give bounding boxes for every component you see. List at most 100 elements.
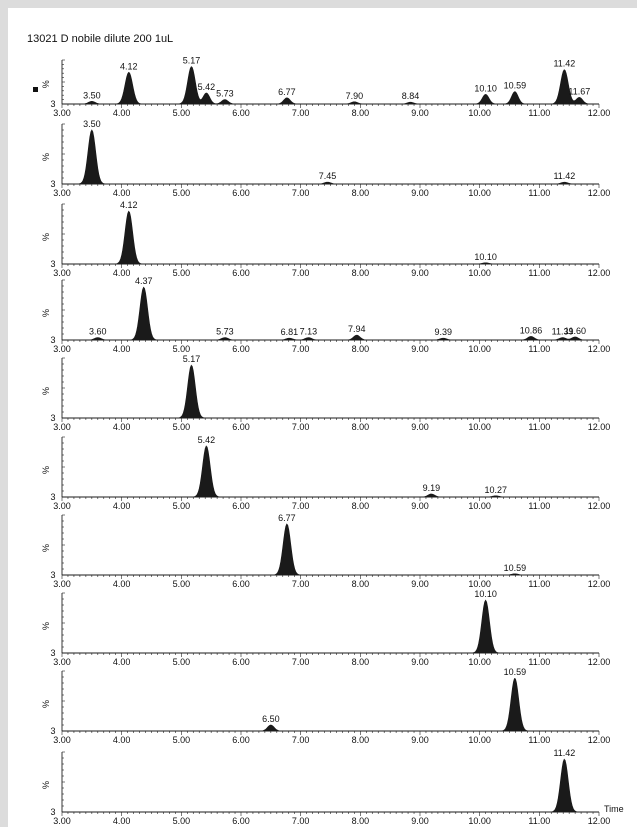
x-tick-label: 9.00 [411, 422, 429, 432]
y-min-label: 3 [50, 807, 55, 817]
y-axis-label: % [41, 387, 51, 395]
x-tick-label: 6.00 [232, 657, 250, 667]
x-tick-label: 3.00 [53, 579, 71, 589]
peak-label: 10.27 [485, 485, 508, 495]
trace-line [62, 758, 599, 813]
x-tick-label: 4.00 [113, 501, 131, 511]
x-tick-label: 7.00 [292, 422, 310, 432]
x-tick-label: 11.00 [528, 422, 550, 432]
peak-label: 10.59 [504, 667, 527, 677]
peak-label: 11.67 [568, 86, 590, 96]
x-tick-label: 9.00 [411, 657, 429, 667]
peak-label: 5.73 [216, 327, 234, 337]
x-tick-label: 10.00 [468, 501, 491, 511]
chromatogram-panel: 3.00 4.00 5.00 6.00 7.00 8.00 9.00 10.00 11.00 12… [41, 56, 610, 118]
x-tick-label: 7.00 [292, 108, 310, 118]
trace-line [62, 66, 599, 105]
trace-line [62, 286, 599, 341]
chromatogram-panel: 3.00 4.00 5.00 6.00 7.00 8.00 9.00 10.00 11.00 12… [41, 276, 610, 354]
x-tick-label: 8.00 [352, 579, 370, 589]
y-axis-label: % [41, 544, 51, 552]
x-tick-label: 8.00 [352, 422, 370, 432]
y-axis-label: % [41, 622, 51, 630]
x-tick-label: 3.00 [53, 188, 71, 198]
x-tick-label: 5.00 [173, 816, 191, 826]
x-tick-label: 6.00 [232, 579, 250, 589]
x-tick-label: 8.00 [352, 657, 370, 667]
y-min-label: 3 [50, 726, 55, 736]
x-tick-label: 12.00 [588, 422, 611, 432]
x-tick-label: 5.00 [173, 735, 191, 745]
x-tick-label: 10.00 [468, 108, 491, 118]
x-tick-label: 9.00 [411, 268, 429, 278]
x-tick-label: 7.00 [292, 816, 310, 826]
x-tick-label: 5.00 [173, 188, 191, 198]
trace-line [62, 599, 599, 654]
x-tick-label: 12.00 [588, 657, 611, 667]
chromatogram-panel: 3.00 4.00 5.00 6.00 7.00 8.00 9.00 10.00 11.00 12… [41, 589, 610, 667]
x-tick-label: 4.00 [113, 108, 131, 118]
x-tick-label: 11.00 [528, 344, 550, 354]
y-axis-label: % [41, 781, 51, 789]
chromatogram-panel: 3.00 4.00 5.00 6.00 7.00 8.00 9.00 10.00 11.00 12… [41, 435, 610, 511]
x-tick-label: 5.00 [173, 501, 191, 511]
x-tick-label: 6.00 [232, 501, 250, 511]
x-tick-label: 6.00 [232, 188, 250, 198]
peak-label: 9.39 [435, 327, 453, 337]
x-tick-label: 9.00 [411, 816, 429, 826]
chromatogram-panel: 3.00 4.00 5.00 6.00 7.00 8.00 9.00 10.00 11.00 12… [41, 667, 610, 745]
peak-label: 10.86 [520, 325, 543, 335]
chromatogram-panel: 3.00 4.00 5.00 6.00 7.00 8.00 9.00 10.00 11.00 12… [41, 748, 610, 826]
x-tick-label: 3.00 [53, 735, 71, 745]
x-tick-label: 9.00 [411, 108, 429, 118]
y-axis-label: % [41, 80, 51, 88]
y-min-label: 3 [50, 413, 55, 423]
x-tick-label: 3.00 [53, 344, 71, 354]
y-min-label: 3 [50, 179, 55, 189]
peak-label: 6.77 [278, 87, 296, 97]
x-tick-label: 9.00 [411, 344, 429, 354]
peak-label: 11.60 [564, 326, 586, 336]
x-tick-label: 9.00 [411, 188, 429, 198]
x-tick-label: 10.00 [468, 422, 491, 432]
x-tick-label: 7.00 [292, 735, 310, 745]
peak-label: 8.84 [402, 91, 420, 101]
x-tick-label: 5.00 [173, 579, 191, 589]
x-axis-title: Time [604, 804, 624, 814]
x-tick-label: 3.00 [53, 501, 71, 511]
peak-label: 11.42 [553, 748, 575, 758]
x-tick-label: 6.00 [232, 816, 250, 826]
x-tick-label: 3.00 [53, 657, 71, 667]
peak-label: 11.39 [552, 327, 574, 337]
x-tick-label: 3.00 [53, 422, 71, 432]
x-tick-label: 11.00 [528, 108, 550, 118]
x-tick-label: 5.00 [173, 108, 191, 118]
peak-label: 4.12 [120, 61, 138, 71]
x-tick-label: 12.00 [588, 344, 611, 354]
y-min-label: 3 [50, 335, 55, 345]
x-tick-label: 10.00 [468, 735, 491, 745]
x-tick-label: 7.00 [292, 501, 310, 511]
x-tick-label: 12.00 [588, 501, 611, 511]
x-tick-label: 7.00 [292, 657, 310, 667]
x-tick-label: 7.00 [292, 188, 310, 198]
peak-label: 10.59 [504, 81, 527, 91]
x-tick-label: 3.00 [53, 268, 71, 278]
y-min-label: 3 [50, 259, 55, 269]
x-tick-label: 11.00 [528, 501, 550, 511]
y-axis-label: % [41, 309, 51, 317]
x-tick-label: 4.00 [113, 816, 131, 826]
peak-label: 10.59 [504, 563, 527, 573]
x-tick-label: 5.00 [173, 344, 191, 354]
trace-line [62, 364, 599, 419]
y-min-label: 3 [50, 99, 55, 109]
x-tick-label: 7.00 [292, 579, 310, 589]
x-tick-label: 6.00 [232, 344, 250, 354]
peak-label: 6.77 [278, 513, 296, 523]
y-axis-label: % [41, 700, 51, 708]
x-tick-label: 6.00 [232, 735, 250, 745]
peak-label: 11.42 [553, 59, 575, 69]
peak-label: 10.10 [474, 252, 497, 262]
trace-line [62, 210, 599, 265]
